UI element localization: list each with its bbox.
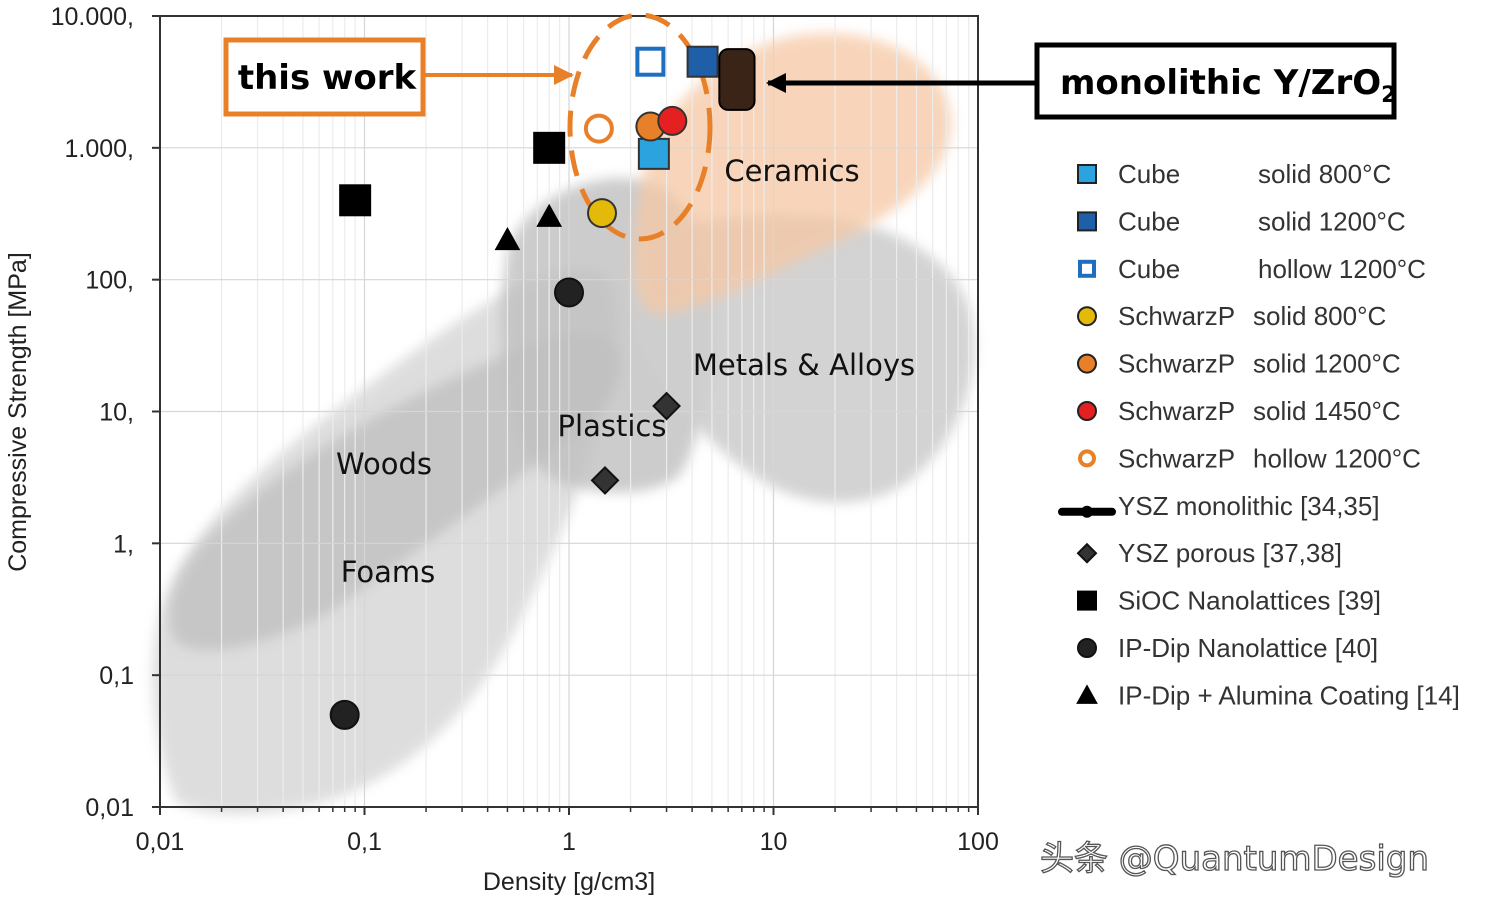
monolithic-label-main: monolithic Y/ZrO [1060,63,1381,103]
legend-label: IP-Dip + Alumina Coating [14] [1118,680,1460,710]
data-point [533,131,566,164]
legend-swatch [1077,638,1097,658]
data-point [536,203,563,227]
legend-label: YSZ porous [37,38] [1118,538,1342,568]
legend-swatch [1077,590,1097,611]
data-points [329,45,756,730]
data-point [635,46,666,77]
x-tick-label: 10 [760,828,788,856]
legend-item: Cube solid 1200°C [1077,206,1406,236]
monolithic-label: monolithic Y/ZrO2 [1060,63,1396,108]
region-label-foams: Foams [341,555,436,589]
legend-label: Cube [1118,206,1180,236]
this-work-highlight [567,12,713,242]
legend-swatch [1078,449,1096,468]
data-point [718,48,756,111]
monolithic-label-subscript: 2 [1381,83,1396,108]
data-point [554,277,584,308]
data-point [686,45,719,78]
legend-swatch [1077,211,1097,232]
region-label-plastics: Plastics [558,409,667,443]
data-point [494,226,521,251]
legend-condition: hollow 1200°C [1253,443,1421,473]
legend-label: SiOC Nanolattices [39] [1118,586,1381,616]
x-tick-label: 0,01 [136,828,185,856]
monolithic-callout: monolithic Y/ZrO2 [766,42,1397,120]
legend-swatch [1077,164,1097,184]
legend-item: SchwarzP solid 800°C [1077,301,1386,331]
legend-condition: hollow 1200°C [1258,254,1426,284]
region-label-woods: Woods [336,447,432,481]
data-point [339,184,372,217]
legend: Cube solid 800°C Cube solid 1200°C Cube hollo… [1058,159,1460,710]
y-tick-label: 1, [113,530,134,558]
y-tick-label: 10.000, [51,3,134,31]
y-tick-label: 0,1 [99,662,134,690]
legend-item: Cube hollow 1200°C [1078,254,1426,284]
watermark: 头条 @QuantumDesign [1040,839,1429,879]
legend-swatch [1077,401,1097,421]
data-point [637,137,670,170]
legend-item: SiOC Nanolattices [39] [1077,586,1381,616]
legend-condition: solid 1450°C [1253,396,1401,426]
data-point [652,391,681,421]
legend-condition: solid 800°C [1253,301,1386,331]
legend-condition: solid 1200°C [1253,349,1401,379]
legend-swatch [1078,259,1096,278]
legend-label: Cube [1118,159,1180,189]
data-point [583,113,614,144]
x-axis: 0,01 0,1 1 10 100 [136,807,999,856]
x-tick-label: 100 [957,828,999,856]
legend-label: SchwarzP [1118,443,1235,473]
legend-label: Cube [1118,254,1180,284]
legend-label: IP-Dip Nanolattice [40] [1118,633,1378,663]
legend-label: SchwarzP [1118,396,1235,426]
legend-item: SchwarzP hollow 1200°C [1078,443,1421,473]
legend-swatch-dot [1081,505,1093,518]
y-tick-label: 0,01 [85,794,134,822]
legend-label: SchwarzP [1118,349,1235,379]
data-point [657,105,688,136]
legend-label: SchwarzP [1118,301,1235,331]
legend-item: IP-Dip + Alumina Coating [14] [1076,680,1460,710]
legend-condition: solid 1200°C [1258,206,1406,236]
region-labels: Ceramics Metals & Alloys Plastics Woods … [336,154,915,589]
y-tick-label: 100, [85,267,134,295]
legend-label: YSZ monolithic [34,35] [1118,491,1380,521]
this-work-callout: this work [223,37,574,117]
legend-condition: solid 800°C [1258,159,1391,189]
x-tick-label: 0,1 [347,828,382,856]
legend-swatch [1076,542,1098,564]
region-label-ceramics: Ceramics [724,154,859,188]
y-axis-title: Compressive Strength [MPa] [4,252,32,572]
y-axis: 0,01 0,1 1, 10, 100, 1.000, 10.000, [51,3,160,822]
legend-swatch [1077,353,1097,374]
data-point [329,699,360,730]
legend-swatch [1077,306,1097,327]
data-point [586,198,617,229]
x-axis-title: Density [g/cm3] [483,868,655,896]
legend-item: IP-Dip Nanolattice [40] [1077,633,1378,663]
legend-swatch [1076,684,1098,704]
legend-item: Cube solid 800°C [1077,159,1391,189]
legend-item: SchwarzP solid 1450°C [1077,396,1401,426]
legend-item: SchwarzP solid 1200°C [1077,349,1401,379]
legend-item: YSZ monolithic [34,35] [1058,491,1380,521]
y-tick-label: 1.000, [64,135,134,163]
legend-item: YSZ porous [37,38] [1076,538,1342,568]
region-label-metals-alloys: Metals & Alloys [693,348,915,382]
data-point [590,466,620,495]
this-work-label: this work [238,58,418,98]
x-tick-label: 1 [562,828,576,856]
y-tick-label: 10, [99,399,134,427]
